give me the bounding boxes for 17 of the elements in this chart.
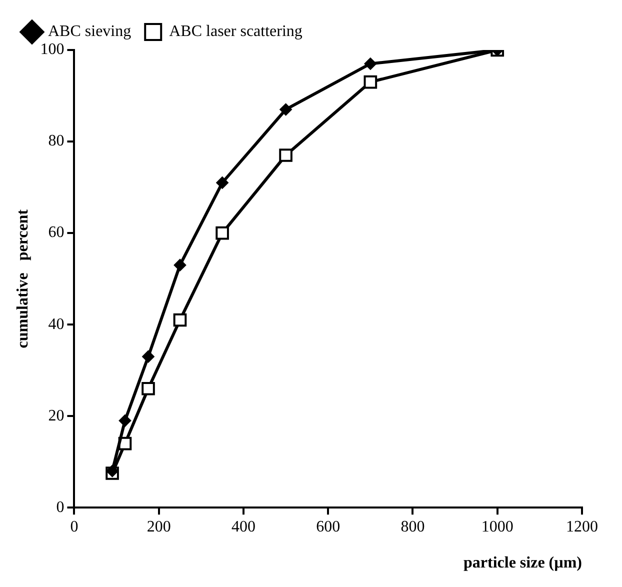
y-tick-label: 80 [48,132,64,150]
x-tick-label: 800 [400,518,425,536]
x-tick-label: 200 [146,518,171,536]
legend-label: ABC laser scattering [169,23,302,40]
y-tick-label: 60 [48,224,64,242]
x-tick-label: 1200 [566,518,598,536]
legend-label: ABC sieving [48,23,132,40]
x-tick-label: 600 [316,518,340,536]
x-tick-label: 1000 [481,518,514,536]
y-tick-label: 0 [56,498,64,516]
y-tick-label: 20 [48,407,64,424]
y-tick-label: 100 [40,41,64,58]
y-tick-label: 40 [48,316,64,333]
y-axis-title: cumulative percent [14,208,32,348]
x-tick-label: 0 [70,518,78,536]
x-axis-title: particle size (µm) [464,554,582,572]
x-tick-label: 400 [231,518,256,536]
